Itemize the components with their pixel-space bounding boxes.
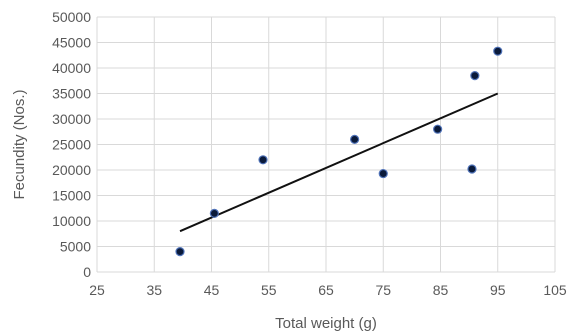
- y-tick-label: 20000: [52, 162, 91, 178]
- data-point: [175, 247, 185, 257]
- x-tick-label: 45: [204, 282, 220, 298]
- x-axis-title: Total weight (g): [275, 315, 377, 332]
- data-point: [258, 155, 268, 165]
- y-tick-label: 15000: [52, 188, 91, 204]
- x-tick-label: 85: [433, 282, 449, 298]
- x-tick-label: 95: [490, 282, 506, 298]
- data-points: [175, 46, 503, 257]
- x-tick-label: 55: [261, 282, 277, 298]
- trendline: [179, 92, 499, 233]
- x-tick-label: 65: [318, 282, 334, 298]
- data-point: [470, 71, 480, 81]
- data-point: [350, 134, 360, 144]
- data-point: [467, 164, 477, 174]
- y-axis-ticks: 0 5000 10000 15000 20000 25000 30000 35000 40000…: [52, 9, 91, 280]
- y-tick-label: 5000: [60, 239, 91, 255]
- y-tick-label: 45000: [52, 35, 91, 51]
- y-tick-label: 40000: [52, 60, 91, 76]
- y-tick-label: 30000: [52, 111, 91, 127]
- y-tick-label: 50000: [52, 9, 91, 25]
- data-point: [433, 124, 443, 134]
- y-tick-label: 35000: [52, 86, 91, 102]
- data-point: [493, 46, 503, 56]
- x-tick-label: 25: [89, 282, 105, 298]
- y-tick-label: 0: [83, 264, 91, 280]
- y-tick-label: 25000: [52, 137, 91, 153]
- data-point: [209, 208, 219, 218]
- y-tick-label: 10000: [52, 213, 91, 229]
- x-tick-label: 105: [543, 282, 567, 298]
- y-axis-title: Fecundity (Nos.): [11, 89, 28, 199]
- x-tick-label: 75: [375, 282, 391, 298]
- x-tick-label: 35: [146, 282, 162, 298]
- x-axis-ticks: 25 35 45 55 65 75 85 95 105: [89, 282, 567, 298]
- grid-lines: [96, 16, 556, 273]
- data-point: [378, 168, 388, 179]
